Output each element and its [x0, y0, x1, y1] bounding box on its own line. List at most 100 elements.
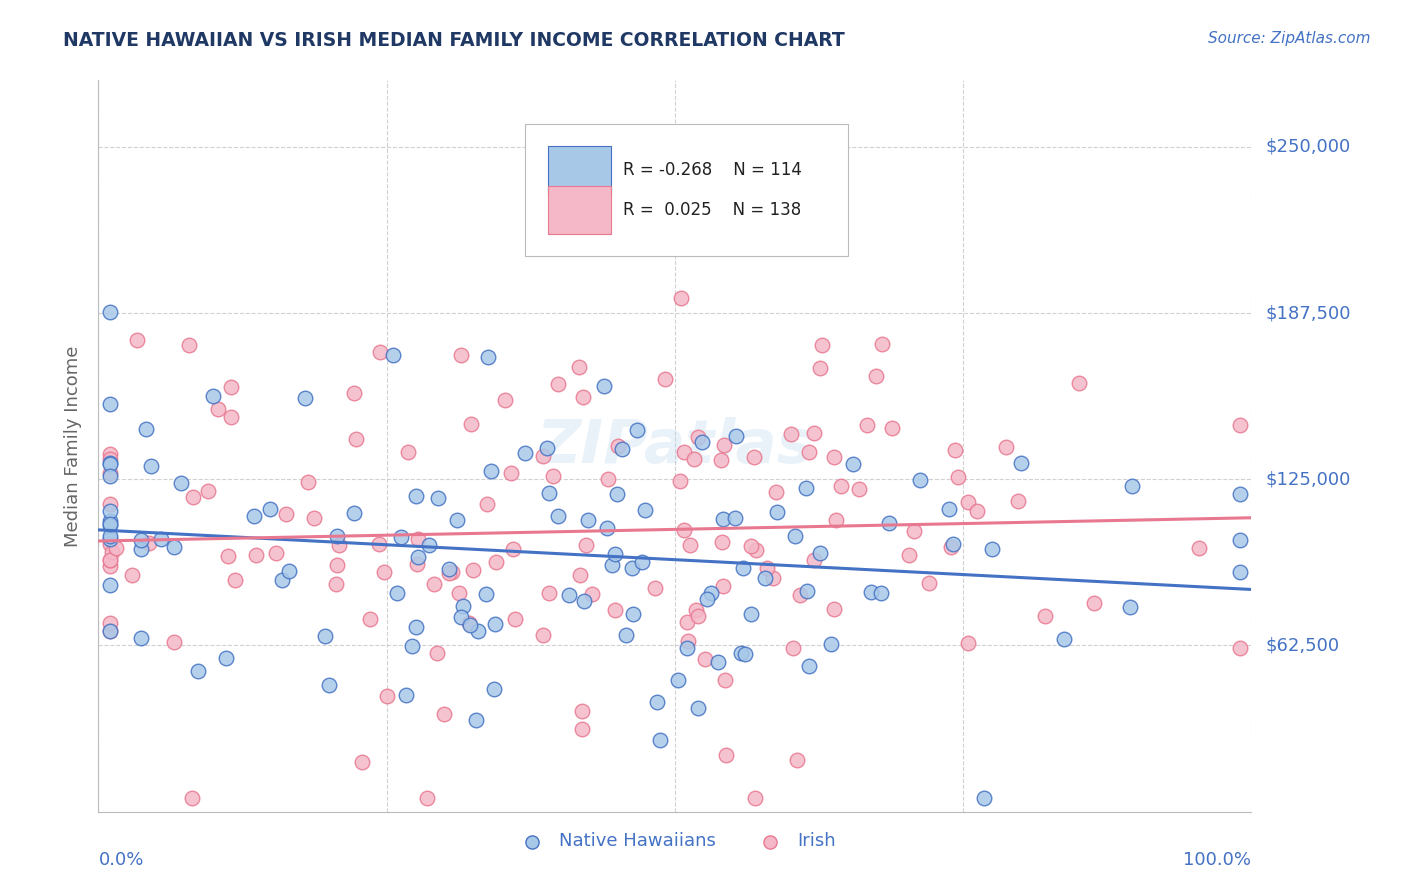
- Text: $187,500: $187,500: [1265, 304, 1351, 322]
- Point: [537, 586, 560, 600]
- Point: [396, 445, 419, 459]
- Point: [177, 338, 200, 352]
- Point: [484, 616, 506, 631]
- FancyBboxPatch shape: [548, 146, 612, 194]
- Point: [352, 755, 374, 769]
- Point: [150, 533, 173, 547]
- Point: [995, 440, 1018, 454]
- Point: [1229, 417, 1251, 432]
- Point: [683, 452, 706, 467]
- Point: [450, 609, 472, 624]
- Point: [502, 541, 524, 556]
- Point: [98, 517, 121, 532]
- Point: [823, 450, 845, 464]
- Point: [870, 586, 893, 600]
- Point: [482, 681, 505, 696]
- Point: [710, 453, 733, 467]
- Point: [789, 588, 811, 602]
- Point: [1010, 456, 1032, 470]
- Point: [825, 512, 848, 526]
- Point: [477, 497, 499, 511]
- Text: Source: ZipAtlas.com: Source: ZipAtlas.com: [1208, 31, 1371, 46]
- Point: [724, 429, 747, 443]
- Point: [606, 486, 628, 500]
- Point: [569, 567, 592, 582]
- Point: [302, 511, 325, 525]
- Point: [385, 585, 408, 599]
- Point: [405, 620, 427, 634]
- Point: [621, 561, 644, 575]
- Point: [138, 536, 160, 550]
- Point: [823, 602, 845, 616]
- Point: [707, 655, 730, 669]
- Point: [98, 397, 121, 411]
- Point: [918, 576, 941, 591]
- Point: [794, 481, 817, 495]
- Point: [207, 401, 229, 416]
- Point: [765, 505, 787, 519]
- Point: [479, 464, 502, 478]
- Point: [373, 565, 395, 579]
- Point: [98, 456, 121, 470]
- Text: 100.0%: 100.0%: [1184, 851, 1251, 869]
- Point: [277, 564, 299, 578]
- Point: [494, 392, 516, 407]
- Point: [648, 732, 671, 747]
- Point: [966, 504, 988, 518]
- Point: [607, 439, 630, 453]
- Point: [877, 516, 900, 530]
- Point: [98, 497, 121, 511]
- Text: $250,000: $250,000: [1265, 137, 1351, 156]
- Text: R = -0.268    N = 114: R = -0.268 N = 114: [623, 161, 801, 179]
- Point: [740, 607, 762, 622]
- Point: [98, 469, 121, 483]
- Point: [318, 678, 340, 692]
- Point: [139, 458, 162, 473]
- Point: [742, 450, 765, 465]
- Point: [377, 689, 399, 703]
- Point: [368, 344, 391, 359]
- Point: [98, 624, 121, 639]
- Point: [724, 510, 747, 524]
- Point: [450, 347, 472, 361]
- Point: [700, 586, 723, 600]
- Point: [1229, 566, 1251, 580]
- Point: [882, 420, 904, 434]
- Point: [1007, 494, 1029, 508]
- Text: ZIPatlas: ZIPatlas: [536, 417, 814, 475]
- Point: [688, 701, 710, 715]
- Point: [513, 446, 536, 460]
- Point: [98, 452, 121, 467]
- Text: $62,500: $62,500: [1265, 637, 1340, 655]
- Point: [576, 513, 599, 527]
- Point: [713, 673, 735, 688]
- Point: [603, 603, 626, 617]
- Point: [201, 389, 224, 403]
- Point: [485, 556, 508, 570]
- Point: [686, 609, 709, 624]
- Point: [1119, 599, 1142, 614]
- Point: [676, 634, 699, 648]
- Text: 0.0%: 0.0%: [98, 851, 143, 869]
- Point: [948, 470, 970, 484]
- Point: [217, 549, 239, 563]
- Point: [669, 291, 692, 305]
- Point: [214, 650, 236, 665]
- Point: [745, 543, 768, 558]
- Point: [1188, 541, 1211, 555]
- Point: [395, 688, 418, 702]
- Point: [325, 577, 347, 591]
- Point: [575, 538, 598, 552]
- Point: [744, 791, 766, 805]
- Point: [621, 607, 644, 622]
- Point: [779, 427, 801, 442]
- Point: [1229, 486, 1251, 500]
- Point: [245, 548, 267, 562]
- Point: [219, 380, 242, 394]
- Point: [406, 557, 429, 571]
- Point: [458, 616, 481, 631]
- Point: [98, 578, 121, 592]
- Point: [346, 432, 368, 446]
- Point: [1033, 609, 1056, 624]
- Point: [98, 529, 121, 543]
